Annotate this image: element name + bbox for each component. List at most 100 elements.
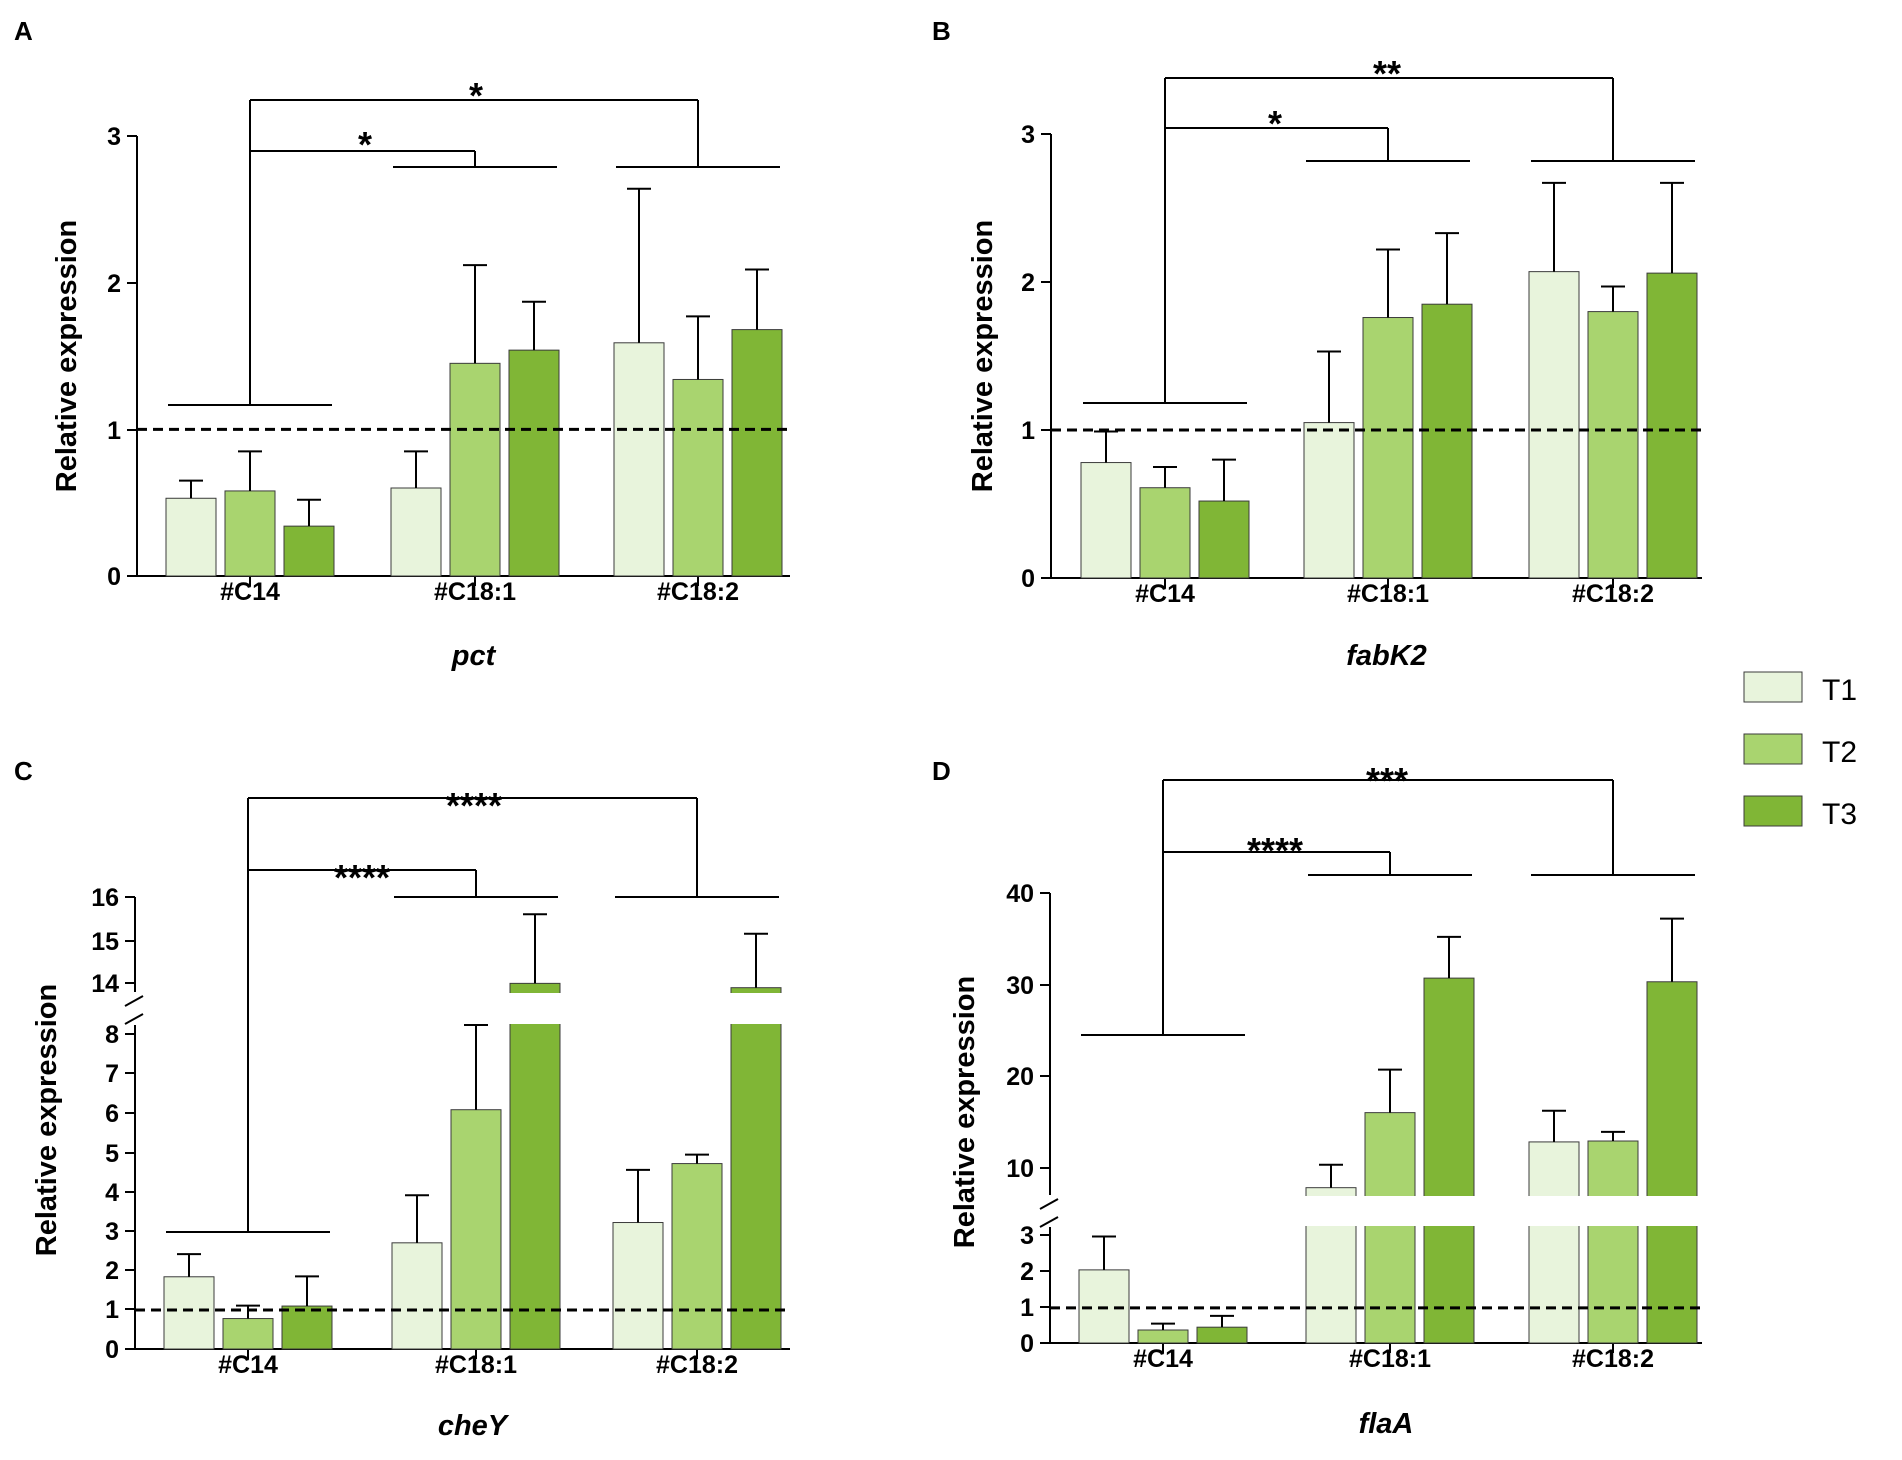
y-tick-label: 2 (1020, 1258, 1034, 1286)
legend-label: T2 (1822, 736, 1857, 769)
y-axis-label: Relative expression (949, 976, 981, 1248)
x-tick-label: #C14 (218, 1351, 278, 1379)
y-tick-label: 40 (1006, 880, 1034, 908)
x-tick-label: #C14 (1133, 1345, 1193, 1373)
chart-panel-b: B 0 1 2 3 Relative expression #C14 #C18:1 #C18:2… (932, 16, 1702, 672)
y-tick-label: 2 (1021, 269, 1035, 297)
bar-t1 (1528, 271, 1580, 579)
bar-t1 (1528, 1141, 1580, 1344)
bar-t3 (1196, 1326, 1248, 1344)
x-tick-label: #C18:1 (1347, 580, 1429, 608)
y-tick-label: 0 (107, 563, 121, 591)
x-axis-label: flaA (1359, 1408, 1414, 1440)
x-tick-label: #C18:2 (657, 578, 739, 606)
y-tick-label: 3 (1021, 121, 1035, 149)
bar-t3 (1198, 500, 1250, 579)
bar-break-gap (1645, 1196, 1699, 1226)
bar-t1 (391, 1242, 443, 1350)
bar-t3 (731, 329, 783, 577)
axis-break-mark (1039, 1216, 1059, 1228)
panel-label: A (14, 16, 33, 46)
axis-break-mark (124, 1013, 144, 1025)
x-tick-label: #C18:1 (1349, 1345, 1431, 1373)
y-tick-label: 20 (1006, 1063, 1034, 1091)
y-tick-label: 0 (105, 1336, 119, 1364)
bar-t3 (730, 987, 782, 1350)
legend-label: T3 (1822, 798, 1857, 831)
chart-panel-d: D 0 1 2 3 10 20 30 40 Relative expression #C14 #C18… (932, 756, 1702, 1440)
y-tick-label: 16 (91, 884, 119, 912)
panel-label: B (932, 16, 951, 46)
bar-t2 (450, 1109, 502, 1350)
bar-t3 (283, 525, 335, 577)
bar-break-gap (729, 993, 783, 1024)
x-tick-label: #C14 (1135, 580, 1195, 608)
legend: T1 T2 T3 (1743, 671, 1857, 831)
axis-break-mark (1039, 1198, 1059, 1210)
bar-t2 (671, 1163, 723, 1350)
x-tick-label: #C18:2 (656, 1351, 738, 1379)
x-axis-label: fabK2 (1346, 640, 1427, 672)
x-axis-label: pct (451, 640, 497, 672)
significance-label: * (1268, 103, 1282, 144)
y-tick-label: 15 (91, 928, 119, 956)
legend-swatch-t3 (1743, 795, 1803, 827)
bar-t1 (1303, 422, 1355, 579)
bar-t1 (1080, 462, 1132, 579)
y-tick-label: 4 (105, 1179, 119, 1207)
y-tick-label: 0 (1020, 1330, 1034, 1358)
significance-label: ** (1373, 53, 1401, 94)
bar-t1 (612, 1222, 664, 1350)
bar-break-gap (1527, 1196, 1581, 1226)
y-tick-label: 3 (107, 123, 121, 151)
bar-t2 (1587, 1140, 1639, 1344)
panel-label: D (932, 756, 951, 786)
bar-t1 (613, 342, 665, 577)
y-tick-label: 1 (1021, 417, 1035, 445)
bar-break-gap (508, 993, 562, 1024)
bar-t2 (1137, 1329, 1189, 1344)
y-tick-label: 30 (1006, 972, 1034, 1000)
chart-panel-c: C 0 1 2 3 4 5 6 7 8 14 15 16 Relative expression #C14 #… (14, 756, 790, 1442)
bar-t2 (224, 490, 276, 577)
bar-t3 (1646, 272, 1698, 579)
significance-label: **** (334, 857, 390, 898)
bar-break-gap (1586, 1196, 1640, 1226)
bar-t3 (1423, 977, 1475, 1344)
axis-break-mark (124, 995, 144, 1007)
bar-t2 (1139, 487, 1191, 579)
x-tick-label: #C18:1 (435, 1351, 517, 1379)
y-tick-label: 6 (105, 1100, 119, 1128)
y-tick-label: 5 (105, 1140, 119, 1168)
y-axis-label: Relative expression (31, 984, 63, 1256)
significance-label: **** (446, 785, 502, 826)
bar-t2 (672, 378, 724, 577)
y-tick-label: 2 (105, 1257, 119, 1285)
y-tick-label: 1 (107, 417, 121, 445)
bar-t3 (1421, 303, 1473, 579)
bar-t2 (1587, 311, 1639, 579)
bar-t1 (163, 1276, 215, 1350)
chart-panel-a: A 0 1 2 3 Relative expression #C14 #C18:1 #C18:2… (14, 16, 790, 672)
y-tick-label: 10 (1006, 1155, 1034, 1183)
y-axis-label: Relative expression (967, 220, 999, 492)
y-axis-label: Relative expression (51, 220, 83, 492)
bar-t2 (449, 362, 501, 577)
x-tick-label: #C18:1 (434, 578, 516, 606)
y-tick-label: 14 (91, 970, 119, 998)
y-tick-label: 0 (1021, 565, 1035, 593)
bar-t2 (1362, 317, 1414, 579)
bar-t3 (281, 1305, 333, 1350)
significance-label: **** (1247, 830, 1303, 871)
bar-break-gap (1363, 1196, 1417, 1226)
bar-t1 (165, 497, 217, 577)
legend-label: T1 (1822, 674, 1857, 707)
significance-label: * (358, 124, 372, 165)
bar-t3 (1646, 981, 1698, 1344)
x-tick-label: #C18:2 (1572, 1345, 1654, 1373)
legend-swatch-t2 (1743, 733, 1803, 765)
y-tick-label: 1 (105, 1296, 119, 1324)
y-tick-label: 3 (105, 1218, 119, 1246)
bar-t2 (222, 1318, 274, 1350)
